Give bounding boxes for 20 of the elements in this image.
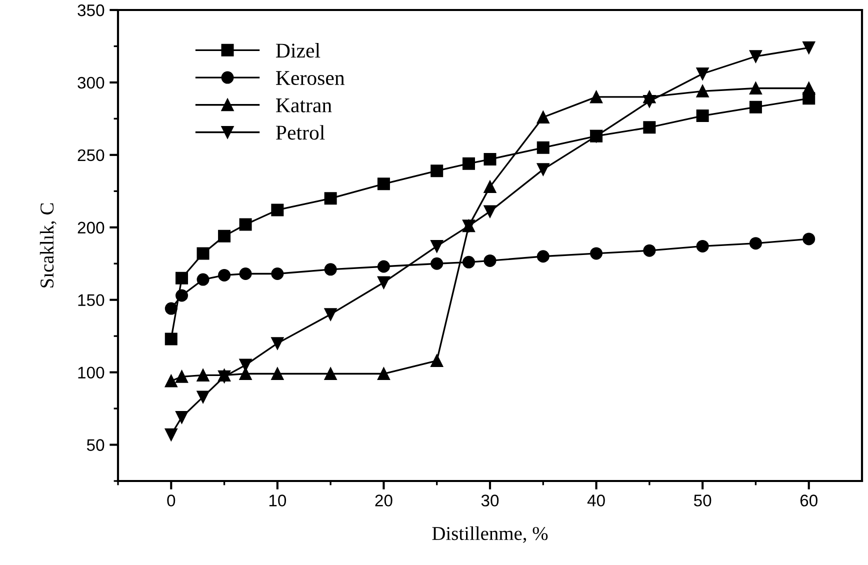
x-tick-label: 0 bbox=[167, 494, 176, 506]
legend-label: Katran bbox=[276, 98, 332, 112]
legend-label: Petrol bbox=[276, 125, 325, 140]
y-tick-label: 300 bbox=[78, 76, 104, 89]
y-tick-label: 100 bbox=[78, 366, 104, 379]
legend-label: Dizel bbox=[276, 43, 320, 58]
y-tick-label: 250 bbox=[78, 149, 104, 162]
x-tick-label: 60 bbox=[800, 494, 818, 506]
x-tick-label: 50 bbox=[694, 494, 712, 506]
x-tick-label: 40 bbox=[587, 494, 605, 506]
x-axis-title: Distillenme, % bbox=[432, 526, 548, 543]
x-tick-label: 20 bbox=[375, 494, 392, 506]
x-tick-label: 10 bbox=[269, 494, 286, 506]
legend-label: Kerosen bbox=[276, 71, 345, 86]
y-tick-label: 50 bbox=[86, 439, 104, 451]
y-tick-label: 200 bbox=[78, 222, 104, 234]
y-tick-label: 350 bbox=[78, 4, 104, 16]
x-tick-label: 30 bbox=[481, 494, 499, 506]
y-tick-label: 150 bbox=[78, 294, 104, 306]
y-axis-title: Sıcaklık, C bbox=[40, 203, 56, 288]
